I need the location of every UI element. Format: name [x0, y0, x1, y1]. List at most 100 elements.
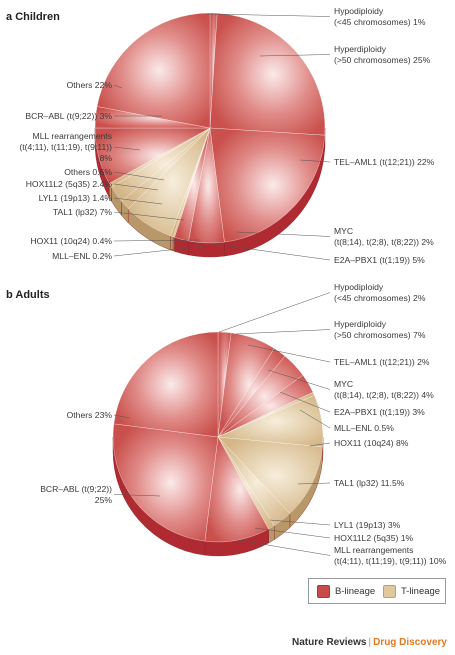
- slice-label-line: TAL1 (lp32) 11.5%: [334, 478, 405, 488]
- credit-separator: |: [368, 637, 372, 648]
- slice-label-hox11: HOX11 (10q24) 8%: [334, 438, 409, 448]
- panel-heading: a Children: [6, 11, 60, 23]
- leader-line-hypo: [206, 13, 331, 17]
- leader-line-myc: [235, 231, 331, 237]
- pie-side-e2a-pbx1-t-1-19-5: [188, 240, 225, 258]
- slice-label-line: Others 23%: [67, 410, 113, 420]
- leader-line-e2a: [213, 243, 331, 261]
- leader-line-tal1: [113, 211, 185, 221]
- leader-line-mllenl: [113, 245, 207, 257]
- slice-label-hox11l2: HOX11L2 (5q35) 2.4%: [26, 179, 113, 189]
- legend-swatch-b-lineage: [317, 585, 330, 598]
- slice-label-line: TAL1 (lp32) 7%: [53, 207, 112, 217]
- panel-a-children: a Children Hypodiploidy (<45 chromosomes) …: [6, 6, 435, 265]
- slice-label-myc: MYC (t(8;14), t(2;8), t(8;22)) 2%: [334, 226, 434, 247]
- leader-line-others_small: [113, 171, 165, 181]
- leader-line-hyper: [235, 329, 331, 335]
- panel-title: Adults: [15, 289, 49, 301]
- slice-label-mllenl: MLL–ENL 0.2%: [52, 251, 112, 261]
- pie-slice-others-22: [96, 12, 211, 129]
- leader-line-myc: [267, 369, 331, 390]
- slice-label-hyper: Hyperdiploidy (>50 chromosomes) 25%: [334, 44, 431, 65]
- slice-label-line: E2A–PBX1 (t(1;19)) 3%: [334, 407, 425, 417]
- slice-label-line: MYC: [334, 379, 353, 389]
- pie-slice-bcr-abl-t-9-22-25: [112, 423, 219, 542]
- slice-label-others_small: Others 0.6%: [64, 167, 112, 177]
- leader-line-mll: [113, 146, 141, 151]
- panel-heading: b Adults: [6, 289, 50, 301]
- leader-line-tel: [299, 159, 331, 163]
- slice-label-tal1: TAL1 (lp32) 11.5%: [334, 478, 405, 488]
- slice-label-line: LYL1 (19p13) 3%: [334, 520, 401, 530]
- slice-label-line: (<45 chromosomes) 2%: [334, 293, 426, 303]
- slice-label-line: 8%: [100, 153, 113, 163]
- slice-label-line: MYC: [334, 226, 353, 236]
- slice-label-line: (t(8;14), t(2;8), t(8;22)) 2%: [334, 237, 434, 247]
- leader-line-others: [113, 414, 131, 419]
- slice-label-others_big: Others 22%: [67, 80, 113, 90]
- slice-label-line: MLL rearrangements: [334, 545, 413, 555]
- slice-label-lyl1: LYL1 (19p13) 1.4%: [39, 193, 113, 203]
- slice-label-line: MLL–ENL 0.5%: [334, 423, 394, 433]
- slice-label-e2a: E2A–PBX1 (t(1;19)) 3%: [334, 407, 425, 417]
- slice-label-tel: TEL–AML1 (t(12;21)) 2%: [334, 357, 430, 367]
- leader-line-tel: [247, 344, 331, 363]
- slice-label-lyl1: LYL1 (19p13) 3%: [334, 520, 401, 530]
- slice-label-line: TEL–AML1 (t(12;21)) 2%: [334, 357, 430, 367]
- slice-label-line: (t(8;14), t(2;8), t(8;22)) 4%: [334, 390, 434, 400]
- slice-label-bcr: BCR–ABL (t(9;22)) 3%: [25, 111, 112, 121]
- slice-label-line: TEL–AML1 (t(12;21)) 22%: [334, 157, 435, 167]
- leader-line-e2a: [279, 391, 331, 413]
- leader-line-hox11: [309, 442, 331, 447]
- pie-side-hox11-10q24-0-4: [170, 235, 174, 252]
- slice-label-tal1: TAL1 (lp32) 7%: [53, 207, 112, 217]
- leader-line-tal1: [297, 482, 331, 485]
- slice-label-hox11l2: HOX11L2 (5q35) 1%: [334, 533, 413, 543]
- slice-label-line: (t(4;11), t(11;19), t(9;11)): [19, 142, 112, 152]
- legend-label-b-lineage: B-lineage: [335, 586, 376, 597]
- slice-label-hypo: Hypodiploidy (<45 chromosomes) 2%: [334, 282, 426, 303]
- leader-line-hox11l2: [254, 527, 331, 539]
- leader-line-mll: [237, 539, 331, 556]
- slice-label-line: (>50 chromosomes) 7%: [334, 330, 426, 340]
- slice-label-line: 25%: [95, 495, 113, 505]
- leader-line-hox11: [113, 239, 201, 242]
- slice-label-mll: MLL rearrangements (t(4;11), t(11;19), t(…: [334, 545, 447, 566]
- pie-labels: Hypodiploidy (<45 chromosomes) 2% Hyperdip…: [40, 282, 446, 566]
- slice-label-myc: MYC (t(8;14), t(2;8), t(8;22)) 4%: [334, 379, 434, 400]
- slice-label-mll: MLL rearrangements (t(4;11), t(11;19), t(…: [19, 131, 112, 163]
- legend: B-lineage T-lineage: [308, 578, 446, 604]
- slice-label-hypo: Hypodiploidy (<45 chromosomes) 1%: [334, 6, 426, 27]
- leader-line-others_big: [113, 84, 123, 89]
- panel-title: Children: [15, 11, 60, 23]
- slice-label-line: MLL–ENL 0.2%: [52, 251, 112, 261]
- slice-label-line: BCR–ABL (t(9;22)): [40, 484, 112, 494]
- slice-label-line: HOX11 (10q24) 8%: [334, 438, 409, 448]
- legend-label-t-lineage: T-lineage: [401, 586, 441, 597]
- slice-label-line: Hyperdiploidy: [334, 319, 387, 329]
- slice-label-line: (>50 chromosomes) 25%: [334, 55, 431, 65]
- pie-slice-others-23: [113, 331, 219, 438]
- slice-label-line: HOX11 (10q24) 0.4%: [30, 236, 112, 246]
- slice-label-mllenl: MLL–ENL 0.5%: [334, 423, 394, 433]
- leader-line-lyl1: [269, 519, 331, 526]
- pie-slice-hyperdiploidy-50-chromosomes-25: [209, 12, 326, 136]
- slice-label-hox11: HOX11 (10q24) 0.4%: [30, 236, 112, 246]
- slice-label-tel: TEL–AML1 (t(12;21)) 22%: [334, 157, 435, 167]
- slice-label-line: MLL rearrangements: [33, 131, 112, 141]
- leader-line-mllenl: [299, 409, 331, 429]
- journal-name: Drug Discovery: [373, 637, 447, 648]
- legend-item-t-lineage: T-lineage: [383, 585, 440, 598]
- slice-label-hyper: Hyperdiploidy (>50 chromosomes) 7%: [334, 319, 426, 340]
- slice-label-line: HOX11L2 (5q35) 1%: [334, 533, 413, 543]
- journal-credit: Nature Reviews | Drug Discovery: [292, 637, 447, 648]
- slice-label-bcr: BCR–ABL (t(9;22)) 25%: [40, 484, 112, 505]
- leader-line-hyper: [259, 54, 331, 57]
- leader-line-lyl1: [113, 197, 163, 205]
- pie-slices: [112, 331, 324, 543]
- slice-label-line: BCR–ABL (t(9;22)) 3%: [25, 111, 112, 121]
- slice-label-line: E2A–PBX1 (t(1;19)) 5%: [334, 255, 425, 265]
- slice-label-e2a: E2A–PBX1 (t(1;19)) 5%: [334, 255, 425, 265]
